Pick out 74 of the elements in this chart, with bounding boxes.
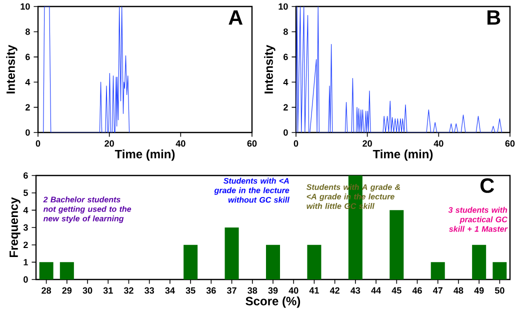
chart-title: C (480, 178, 494, 194)
x-tick-label: 29 (62, 288, 72, 294)
y-axis-title: Frequency (10, 197, 20, 258)
x-tick-label: 45 (392, 288, 402, 294)
bar (390, 210, 404, 280)
x-tick-label: 0 (294, 140, 298, 147)
y-tick-label: 1 (24, 259, 28, 266)
bar (184, 245, 198, 280)
y-tick-label: 5 (23, 190, 28, 196)
x-tick-label: 48 (454, 288, 464, 294)
x-tick-label: 50 (494, 288, 504, 294)
x-tick-label: 37 (226, 288, 236, 294)
x-axis-title: Score (%) (246, 296, 300, 308)
x-tick-label: 0 (36, 140, 40, 147)
x-tick-label: 46 (412, 288, 422, 294)
x-tick-label: 49 (474, 288, 484, 294)
x-tick-label: 40 (176, 140, 186, 147)
y-tick-label: 2 (26, 104, 30, 111)
y-tick-label: 3 (23, 224, 28, 231)
x-tick-label: 20 (104, 140, 114, 147)
x-tick-label: 30 (82, 288, 92, 294)
x-tick-label: 47 (433, 288, 442, 294)
annotation: Students with <A grade in the lecture without GC skill (214, 178, 290, 203)
x-tick-label: 34 (165, 288, 175, 294)
x-tick-label: 28 (42, 288, 52, 294)
bar (472, 245, 486, 280)
x-axis-title: Time (min) (372, 150, 433, 161)
x-tick-label: 43 (350, 288, 360, 294)
x-tick-label: 42 (330, 288, 340, 294)
bar (430, 262, 445, 280)
y-tick-label: 2 (284, 104, 288, 111)
y-tick-label: 10 (20, 4, 30, 10)
y-tick-label: 0 (284, 130, 288, 136)
x-tick-label: 39 (268, 288, 278, 294)
y-tick-label: 8 (25, 28, 30, 36)
x-axis-title: Time (min) (114, 150, 175, 161)
y-axis-title: Intensity (264, 45, 276, 94)
x-tick-label: 41 (309, 288, 319, 294)
y-tick-label: 2 (24, 242, 28, 248)
x-tick-label: 33 (144, 288, 154, 294)
line-series (43, 6, 130, 133)
x-tick-label: 44 (371, 288, 381, 294)
y-tick-label: 4 (25, 79, 30, 86)
bar (39, 262, 54, 280)
line-series (296, 6, 502, 133)
bar (266, 245, 280, 280)
chart-title: A (228, 10, 243, 25)
x-tick-label: 60 (505, 140, 515, 147)
x-tick-label: 40 (288, 288, 298, 294)
x-tick-label: 36 (206, 288, 216, 294)
x-tick-label: 32 (124, 288, 134, 294)
x-tick-label: 60 (247, 140, 257, 147)
y-tick-label: 4 (23, 207, 28, 214)
bar (60, 262, 74, 280)
x-tick-label: 20 (362, 140, 372, 147)
annotation: 3 students with practical GC skill + 1 Master (448, 207, 508, 232)
y-tick-label: 0 (24, 276, 28, 283)
y-tick-label: 10 (278, 4, 288, 10)
annotation: 2 Bachelor students not getting used to the new style of learning (43, 196, 132, 224)
y-axis-title: Intensity (6, 45, 18, 94)
x-tick-label: 40 (434, 140, 444, 147)
bar (492, 262, 507, 280)
y-tick-label: 8 (283, 28, 288, 36)
chart-title: B (488, 10, 500, 25)
bar (224, 228, 239, 280)
x-tick-label: 38 (248, 288, 258, 294)
x-tick-label: 35 (186, 288, 196, 294)
y-tick-label: 6 (26, 54, 30, 60)
y-tick-label: 6 (24, 172, 28, 179)
y-tick-label: 6 (284, 54, 288, 60)
bar (307, 245, 322, 280)
y-tick-label: 4 (283, 79, 288, 86)
x-tick-label: 31 (103, 288, 113, 294)
y-tick-label: 0 (26, 130, 30, 136)
